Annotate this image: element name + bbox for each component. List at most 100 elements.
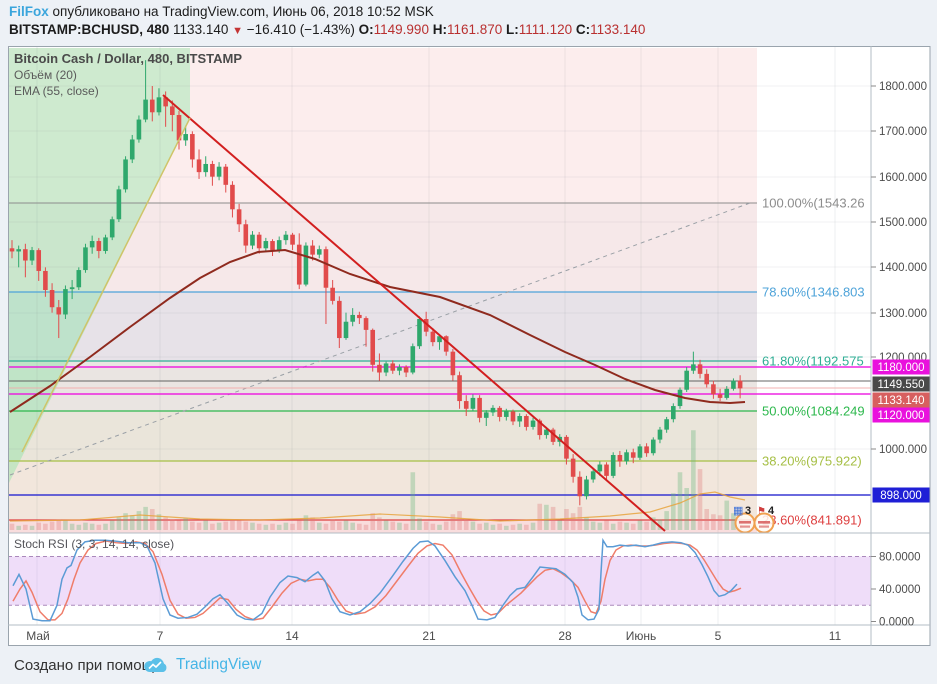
footer-credit-text: Создано при помощи [14, 657, 163, 674]
candle [29, 250, 35, 261]
candle [510, 411, 516, 422]
candle [89, 241, 95, 248]
candle [103, 237, 108, 252]
candle [156, 97, 162, 113]
candle [109, 219, 115, 238]
candle [644, 446, 649, 454]
descending-zone-fill [8, 48, 757, 533]
candle [397, 367, 402, 371]
tradingview-logo-icon [144, 657, 167, 673]
candle [617, 455, 623, 462]
candle [610, 455, 616, 476]
candle [203, 163, 209, 173]
candle [570, 458, 576, 477]
candle [216, 166, 222, 177]
candle [316, 249, 322, 255]
candle [210, 163, 215, 177]
candle [490, 407, 496, 413]
fib-level-label: 61.80%(1192.575 [762, 354, 864, 369]
candle [410, 346, 416, 373]
legend-stoch-rsi-study[interactable]: Stoch RSI (3, 3, 14, 14, close) [14, 537, 175, 551]
stoch-rsi-pane[interactable] [8, 533, 871, 625]
price-axis[interactable]: 1800.000 1700.000 1600.000 1500.000 1400.000… [871, 81, 930, 629]
flag-emoji-icon: ⚑ [757, 506, 766, 517]
candle [731, 380, 736, 389]
candle [477, 397, 482, 418]
price-change: −16.410 (−1.43%) [246, 22, 355, 37]
open-label: O: [358, 22, 374, 37]
price-badge-label: 1149.550 [877, 379, 924, 391]
candle [176, 115, 182, 141]
time-tick-label: 28 [558, 629, 572, 643]
candle [671, 406, 676, 420]
chart-border [8, 46, 931, 646]
main-pane[interactable] [8, 46, 871, 533]
price-tick-label: 1000.000 [879, 444, 927, 456]
candle [236, 209, 242, 225]
candle [430, 331, 436, 343]
candle [564, 436, 569, 459]
legend-volume-study[interactable]: Объём (20) [14, 68, 77, 82]
time-tick-label: 11 [829, 629, 842, 643]
candle [537, 420, 543, 436]
price-tick-label: 1400.000 [879, 262, 927, 274]
time-tick-label: Июнь [626, 629, 657, 643]
legend-ema-study[interactable]: EMA (55, close) [14, 84, 99, 98]
price-tick-label: 1500.000 [879, 217, 927, 229]
chart-widget-bg [8, 46, 930, 646]
low-value: 1111.120 [518, 22, 573, 37]
close-value: 1133.140 [590, 22, 646, 37]
tradingview-brand-link[interactable]: TradingView [176, 656, 262, 673]
descending-trendline[interactable] [162, 94, 666, 532]
candle [524, 416, 529, 427]
candle [370, 329, 376, 365]
candle [383, 363, 389, 373]
dashed-trendline[interactable] [9, 202, 751, 476]
candle [63, 289, 68, 315]
symbol-name: BITSTAMP:BCHUSD, 480 [9, 22, 170, 37]
candle [630, 452, 636, 458]
candle [711, 384, 716, 395]
candle [16, 249, 21, 252]
rising-trendline[interactable] [21, 117, 191, 453]
candle [517, 416, 522, 422]
candle [23, 249, 28, 261]
symbol-info-bar: BITSTAMP:BCHUSD, 480 1133.140 ▼ −16.410 … [9, 22, 645, 37]
time-axis[interactable]: Май 7 14 21 28 Июнь 5 11 [26, 629, 841, 643]
time-tick-label: 21 [422, 629, 436, 643]
badge-count: 4 [768, 505, 775, 517]
candle [704, 373, 710, 385]
ema-line[interactable] [9, 248, 746, 413]
candle [190, 134, 195, 160]
candle [544, 429, 549, 436]
price-tick-label: 1600.000 [879, 172, 927, 184]
stoch-tick-label: 40.0000 [879, 584, 921, 596]
candle [403, 367, 409, 373]
candle [637, 446, 643, 458]
legend-series-title[interactable]: Bitcoin Cash / Dollar, 480, BITSTAMP [14, 51, 243, 66]
down-arrow-icon: ▼ [232, 25, 244, 37]
candle [330, 287, 335, 301]
author-name[interactable]: FilFox [9, 4, 49, 19]
rising-wedge-fill [8, 48, 190, 485]
candle [497, 407, 502, 417]
high-label: H: [432, 22, 447, 37]
candle [49, 289, 55, 308]
candle [250, 234, 255, 246]
candle [450, 351, 456, 376]
candle [116, 189, 122, 220]
price-axis-badge [872, 487, 930, 503]
candle [724, 388, 730, 398]
price-tick-label: 1300.000 [879, 308, 927, 320]
candle [96, 241, 102, 252]
candle [677, 389, 683, 407]
candle [443, 336, 449, 352]
candle [310, 245, 315, 255]
candle [697, 364, 703, 374]
candle [43, 270, 48, 290]
volume-ma-line [9, 491, 746, 522]
price-tick-label: 1800.000 [879, 81, 927, 93]
candle [691, 364, 696, 371]
publish-credit: FilFox опубликовано на TradingView.com, … [9, 4, 434, 19]
